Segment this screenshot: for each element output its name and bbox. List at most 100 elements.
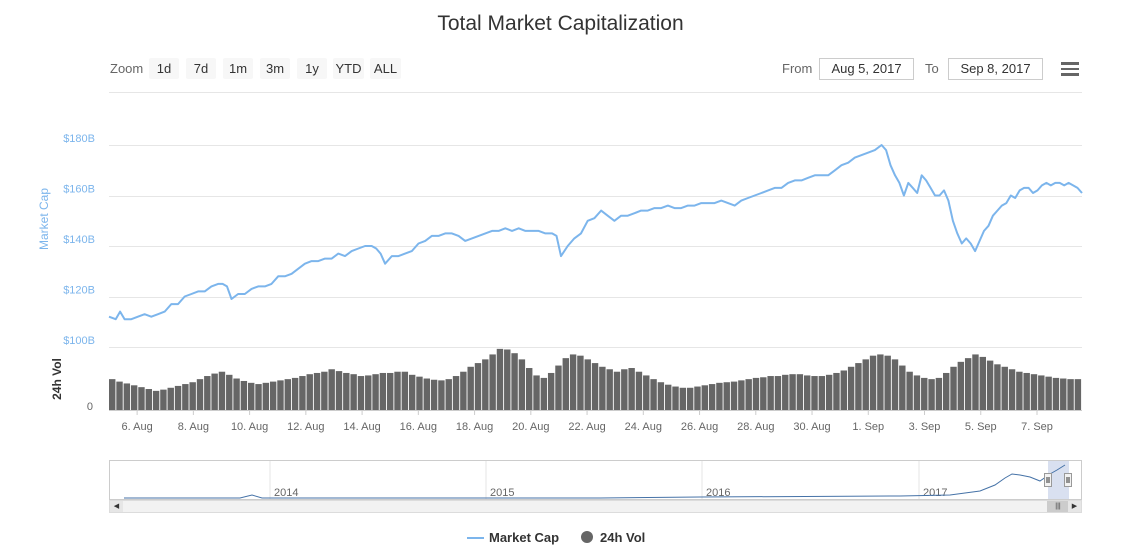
navigator-year-2014: 2014 <box>274 487 298 499</box>
volume-bar <box>613 371 621 410</box>
scroll-right-arrow-icon[interactable]: ▶ <box>1068 501 1081 512</box>
volume-bar <box>1038 375 1045 410</box>
x-tick-label: 16. Aug <box>400 421 437 433</box>
y-tick-label: $100B <box>63 335 95 347</box>
volume-bar <box>1074 379 1082 410</box>
volume-bar <box>906 371 913 410</box>
volume-bar <box>116 381 123 410</box>
volume-bar <box>438 380 445 410</box>
volume-bar <box>262 382 270 410</box>
volume-bar <box>1023 372 1030 410</box>
volume-bars <box>109 348 1082 410</box>
volume-bar <box>599 366 606 410</box>
volume-bar <box>423 378 430 410</box>
volume-bar <box>972 354 979 410</box>
volume-tick-0: 0 <box>87 401 93 413</box>
scrollbar-thumb[interactable]: ||| <box>1047 501 1069 512</box>
volume-bar <box>189 382 196 410</box>
x-tick-label: 26. Aug <box>681 421 718 433</box>
volume-bar <box>928 379 935 410</box>
volume-bar <box>665 384 672 410</box>
chart-title: Total Market Capitalization <box>437 12 684 35</box>
volume-bar <box>679 387 687 410</box>
market-cap-series <box>108 144 1083 321</box>
volume-bar <box>986 360 994 410</box>
range-to-label: To <box>925 61 939 76</box>
range-to-input[interactable]: Sep 8, 2017 <box>948 58 1043 80</box>
volume-bar <box>496 348 504 410</box>
volume-bar <box>196 379 204 410</box>
navigator-left-handle[interactable] <box>1044 473 1052 487</box>
x-tick-label: 20. Aug <box>512 421 549 433</box>
zoom-all-button[interactable]: ALL <box>370 58 401 79</box>
legend-market-cap[interactable]: Market Cap <box>489 530 560 545</box>
y-axis-title-volume: 24h Vol <box>50 358 64 400</box>
volume-bar <box>284 379 291 410</box>
volume-bar <box>160 389 167 410</box>
range-from-input[interactable]: Aug 5, 2017 <box>819 58 914 80</box>
range-from-label: From <box>782 61 813 76</box>
zoom-1m-button[interactable]: 1m <box>223 58 253 79</box>
volume-bar <box>379 372 387 410</box>
volume-bar <box>708 384 716 410</box>
volume-bar <box>716 382 723 410</box>
volume-bar <box>467 366 474 410</box>
y-tick-label: $160B <box>63 184 95 196</box>
volume-bar <box>1008 369 1016 410</box>
zoom-3m-button[interactable]: 3m <box>260 58 290 79</box>
volume-bar <box>365 375 372 410</box>
volume-bar <box>328 369 335 410</box>
volume-bar <box>686 387 694 410</box>
volume-bar <box>584 359 591 410</box>
navigator[interactable]: 2014 2015 2016 2017 <box>109 460 1082 500</box>
y-tick-label: $180B <box>63 133 95 145</box>
zoom-ytd-button[interactable]: YTD <box>333 58 364 79</box>
volume-bar <box>979 356 986 410</box>
volume-bar <box>694 386 701 410</box>
zoom-1d-button[interactable]: 1d <box>149 58 179 79</box>
volume-bar <box>738 380 745 410</box>
volume-bar <box>226 374 233 410</box>
volume-bar <box>416 376 423 410</box>
volume-bar <box>621 369 628 410</box>
navigator-year-2015: 2015 <box>490 487 514 499</box>
volume-bar <box>211 373 218 410</box>
volume-bar <box>899 365 906 410</box>
zoom-7d-button[interactable]: 7d <box>186 58 216 79</box>
legend-24h-vol[interactable]: 24h Vol <box>600 530 646 545</box>
volume-bar <box>123 383 131 410</box>
volume-bar <box>291 377 299 410</box>
navigator-year-2016: 2016 <box>706 487 730 499</box>
zoom-1y-button[interactable]: 1y <box>297 58 327 79</box>
x-tick-label: 8. Aug <box>178 421 209 433</box>
navigator-right-handle[interactable] <box>1064 473 1072 487</box>
scroll-left-arrow-icon[interactable]: ◀ <box>110 501 123 512</box>
market-cap-line <box>108 144 1083 321</box>
hamburger-menu-icon[interactable] <box>1061 62 1079 76</box>
volume-bar <box>109 379 116 410</box>
volume-bar <box>482 359 489 410</box>
volume-bar <box>672 386 679 410</box>
volume-bar <box>145 389 152 410</box>
volume-bar <box>628 368 635 410</box>
volume-bar <box>511 353 518 410</box>
volume-bar <box>943 372 950 410</box>
x-tick-label: 28. Aug <box>737 421 774 433</box>
volume-bar <box>840 370 847 410</box>
volume-bar <box>760 377 767 410</box>
volume-bar <box>921 377 928 410</box>
x-tick-label: 10. Aug <box>231 421 268 433</box>
volume-bar <box>343 372 350 410</box>
navigator-scrollbar[interactable]: ◀ ||| ▶ <box>109 500 1082 513</box>
volume-bar <box>518 359 526 410</box>
volume-bar <box>489 354 496 410</box>
volume-bar <box>957 361 965 410</box>
volume-bar <box>562 358 569 410</box>
legend-volume-symbol[interactable] <box>581 531 593 543</box>
x-tick-label: 12. Aug <box>287 421 324 433</box>
volume-bar <box>701 385 708 410</box>
volume-bar <box>533 375 540 410</box>
volume-bar <box>650 379 657 410</box>
volume-bar <box>635 371 643 410</box>
